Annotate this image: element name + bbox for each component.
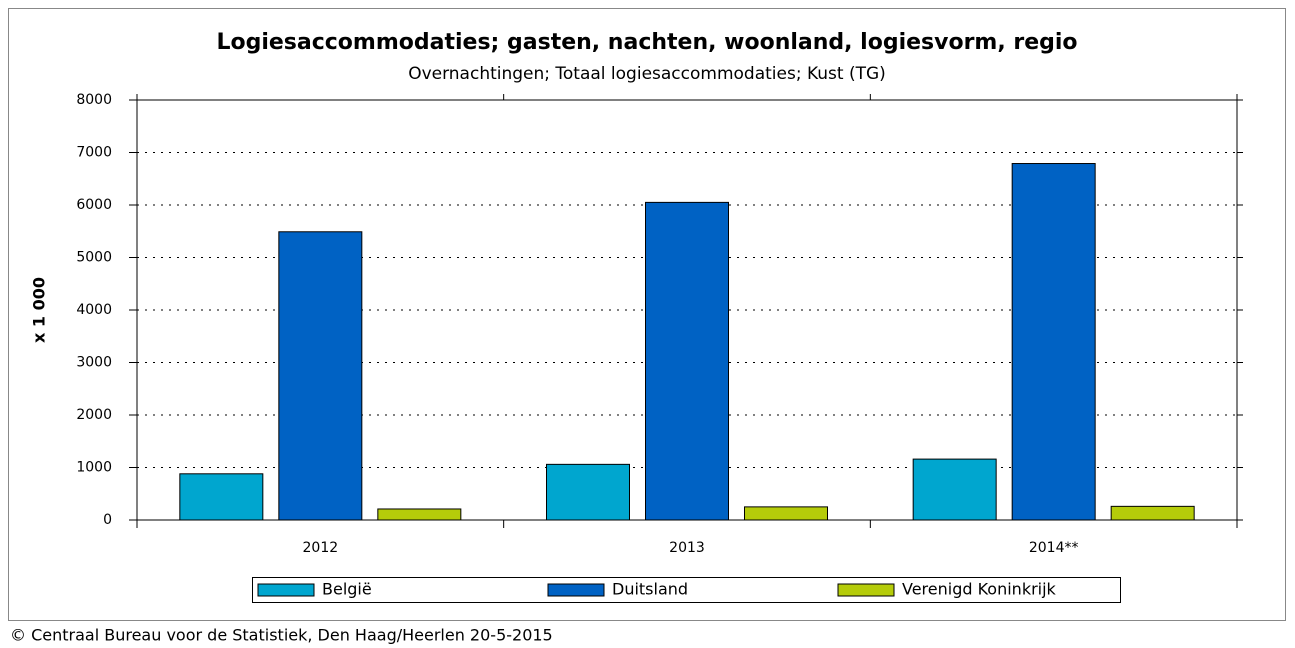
legend-swatch [547,583,605,597]
y-tick-label: 6000 [76,197,112,213]
y-axis-label: x 1 000 [30,277,49,343]
y-tick-label: 7000 [76,145,112,161]
bar [546,463,630,521]
bar [1011,163,1096,521]
legend-label: België [322,580,372,599]
y-tick-label: 1000 [76,460,112,476]
legend-label: Verenigd Koninkrijk [902,580,1057,599]
bar [1110,505,1195,521]
x-tick-label: 2014** [1029,540,1079,556]
y-tick-label: 2000 [76,407,112,423]
bar [645,201,729,521]
legend-label: Duitsland [612,580,688,599]
y-tick-label: 4000 [76,302,112,318]
legend-swatch [837,583,895,597]
legend [252,577,1121,603]
footer: © Centraal Bureau voor de Statistiek, De… [10,626,553,645]
x-tick-label: 2013 [669,540,705,556]
y-tick-label: 8000 [76,92,112,108]
bar [377,508,462,521]
frame [8,8,1286,621]
bar [278,231,363,521]
y-tick-label: 0 [103,512,112,528]
chart-subtitle: Overnachtingen; Totaal logiesaccommodati… [408,64,886,84]
chart-title: Logiesaccommodaties; gasten, nachten, wo… [216,30,1077,55]
legend-swatch [257,583,315,597]
bar [179,473,264,521]
bar [912,458,997,521]
y-tick-label: 5000 [76,250,112,266]
x-tick-label: 2012 [303,540,339,556]
bar [744,506,828,521]
y-tick-label: 3000 [76,355,112,371]
